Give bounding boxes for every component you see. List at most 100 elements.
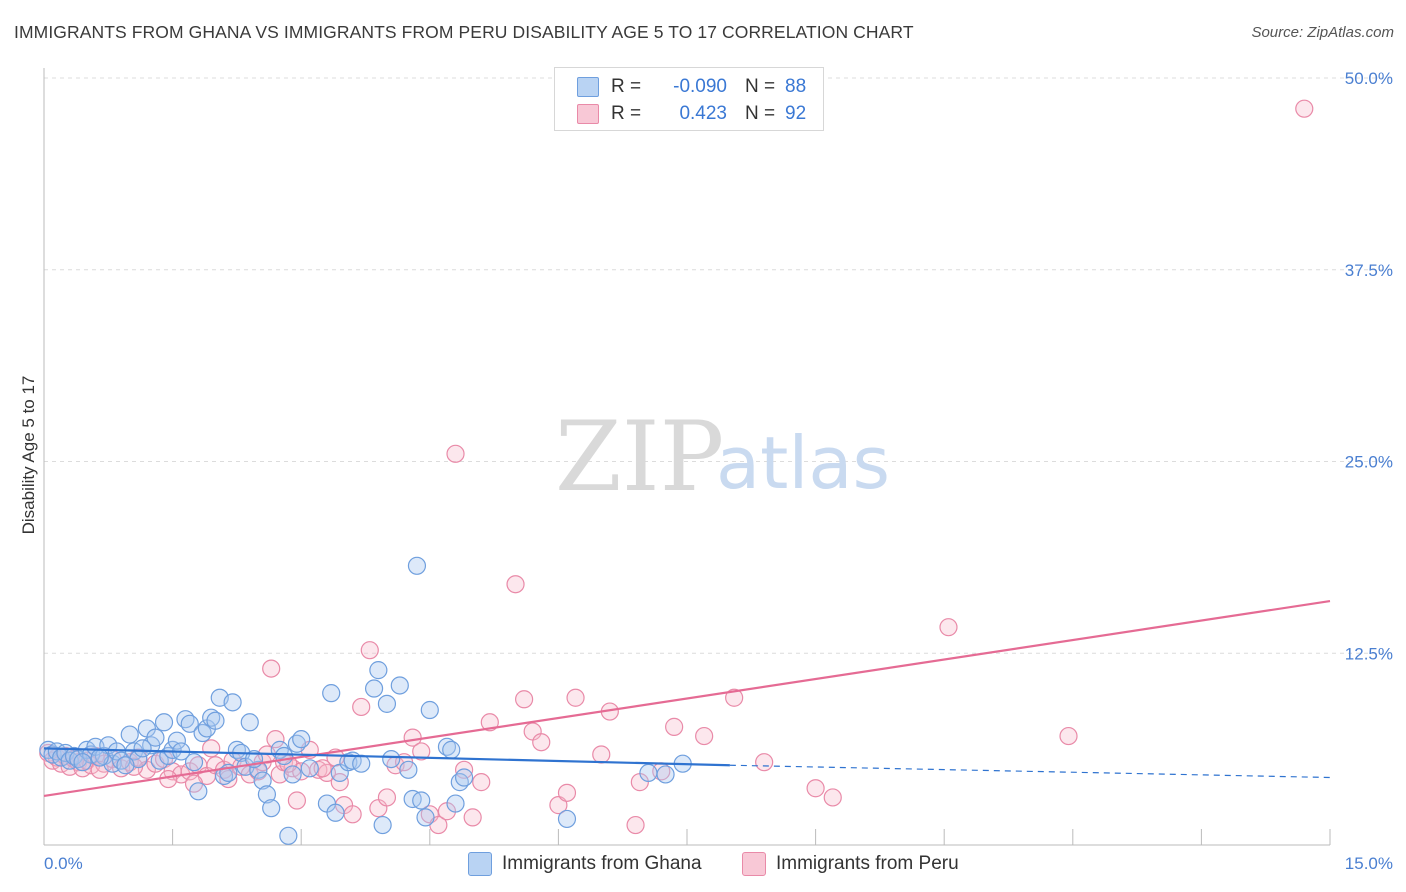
ghana-trend-extension [729,764,1331,779]
ghana-point [416,808,435,827]
ghana-point [253,771,272,790]
ghana-point [656,765,675,784]
ghana-point [454,768,474,787]
ghana-point [189,782,208,801]
peru-point [377,788,397,807]
peru-point [806,779,825,798]
tick-labels: 12.5% 25.0% 37.5% 50.0% 0.0% 15.0% [44,69,1393,873]
ghana-point [390,676,409,695]
peru-point [403,728,422,747]
ghana-point [420,700,439,720]
y-tick-label: 25.0% [1345,453,1393,472]
bottom-legend-label-peru: Immigrants from Peru [776,853,959,874]
peru-point [566,688,585,707]
ghana-point [274,746,294,766]
bottom-legend-swatch-ghana [468,852,492,876]
ghana-point [382,749,401,769]
peru-point [506,575,525,594]
peru-trend-line [43,600,1331,797]
ghana-point [373,815,392,835]
peru-point [1059,726,1078,746]
correlation-legend: R = -0.090 N = 88 R = 0.423 N = 92 [554,67,824,131]
y-tick-label: 12.5% [1345,644,1393,663]
peru-point [266,730,285,749]
y-axis-label: Disability Age 5 to 17 [19,376,38,535]
peru-point [463,808,482,827]
ghana-point [446,794,465,813]
ghana-point [352,754,371,773]
watermark: ZIP atlas [555,401,890,513]
ghana-point [257,785,277,804]
peru-point [412,742,431,761]
legend-n-label: N = [745,103,776,124]
ghana-point [184,753,204,772]
ghana-point [322,684,341,703]
ghana-point [133,739,152,758]
legend-r-label: R = [611,76,642,97]
ghana-trend-line [43,747,730,767]
peru-point [626,815,645,835]
peru-point [695,726,714,746]
ghana-point [377,694,397,713]
peru-point [360,641,379,660]
peru-point [665,717,684,736]
ghana-point [167,731,186,750]
ghana-point [639,763,658,783]
ghana-point [292,730,311,749]
legend-r-value: -0.090 [673,76,727,97]
grid-lines [44,77,1392,654]
watermark-atlas: atlas [716,421,890,505]
peru-point [446,444,465,463]
peru-point [472,773,491,792]
peru-point [330,773,349,792]
ghana-point [146,728,165,747]
ghana-point [283,765,302,784]
peru-point [549,796,568,815]
peru-point [352,697,371,717]
ghana-point [73,753,92,772]
ghana-point [369,661,388,680]
ghana-point [90,748,109,767]
series-ghana-points [39,556,692,845]
y-tick-label: 50.0% [1345,69,1393,88]
peru-point [939,618,958,637]
ghana-point [326,803,345,822]
ghana-point [442,740,461,759]
source-label: Source: ZipAtlas.com [1251,24,1394,41]
legend-swatch-peru [577,104,599,124]
ghana-point [249,760,268,779]
ghana-point [300,759,319,778]
bottom-legend-ghana: Immigrants from Ghana [468,852,702,876]
ghana-point [180,714,199,733]
ghana-point [399,760,418,779]
peru-point [823,788,842,807]
peru-point [592,745,611,764]
ghana-point [223,693,242,712]
peru-point [515,690,534,709]
ghana-point [407,556,427,575]
y-tick-label: 37.5% [1345,261,1393,280]
legend-n-value: 92 [785,103,807,124]
trend-lines [43,600,1331,797]
peru-point [202,739,221,758]
legend-n-label: N = [745,76,776,97]
peru-point [1295,99,1314,118]
ghana-point [412,791,431,810]
peru-point [755,753,774,772]
bottom-legend-label-ghana: Immigrants from Ghana [502,853,702,874]
ghana-point [279,826,298,845]
ghana-point [154,713,174,732]
legend-swatch-ghana [577,77,599,97]
ghana-point [120,725,139,744]
ghana-point [206,711,225,730]
legend-r-label: R = [611,103,642,124]
peru-point [480,713,499,732]
bottom-legend-swatch-peru [742,852,766,876]
x-tick-label: 0.0% [44,854,83,873]
chart-title: IMMIGRANTS FROM GHANA VS IMMIGRANTS FROM… [14,22,914,42]
ghana-point [116,756,135,775]
ghana-point [240,713,259,732]
peru-point [532,733,551,752]
ghana-point [364,679,384,698]
ghana-point [262,799,281,818]
